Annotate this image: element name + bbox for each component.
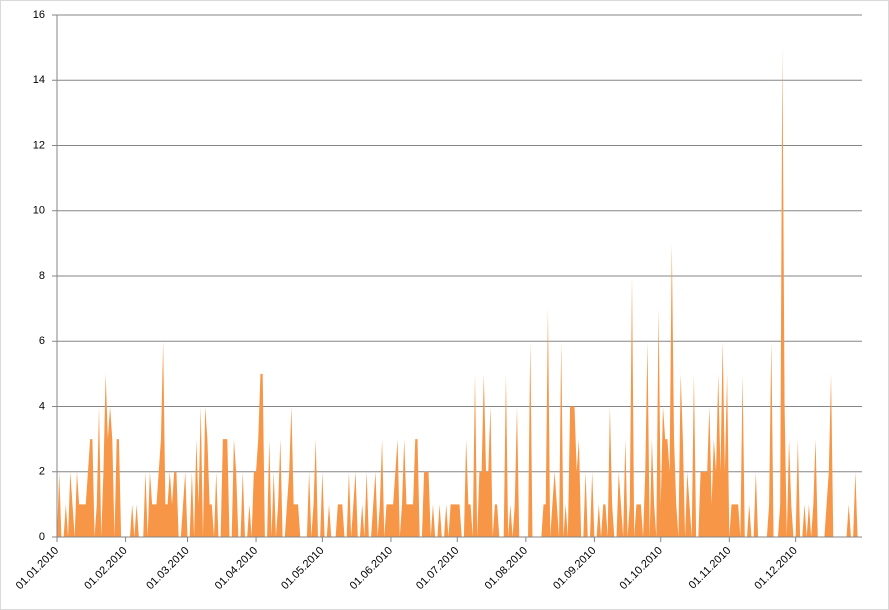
y-tick-label: 10	[33, 205, 45, 217]
y-tick-label: 14	[33, 74, 45, 86]
y-tick-label: 12	[33, 139, 45, 151]
y-tick-label: 4	[39, 400, 45, 412]
area	[57, 47, 862, 537]
y-tick-label: 6	[39, 335, 45, 347]
y-tick-label: 16	[33, 9, 45, 21]
y-tick-label: 8	[39, 270, 45, 282]
y-tick-label: 0	[39, 531, 45, 543]
y-tick-label: 2	[39, 466, 45, 478]
